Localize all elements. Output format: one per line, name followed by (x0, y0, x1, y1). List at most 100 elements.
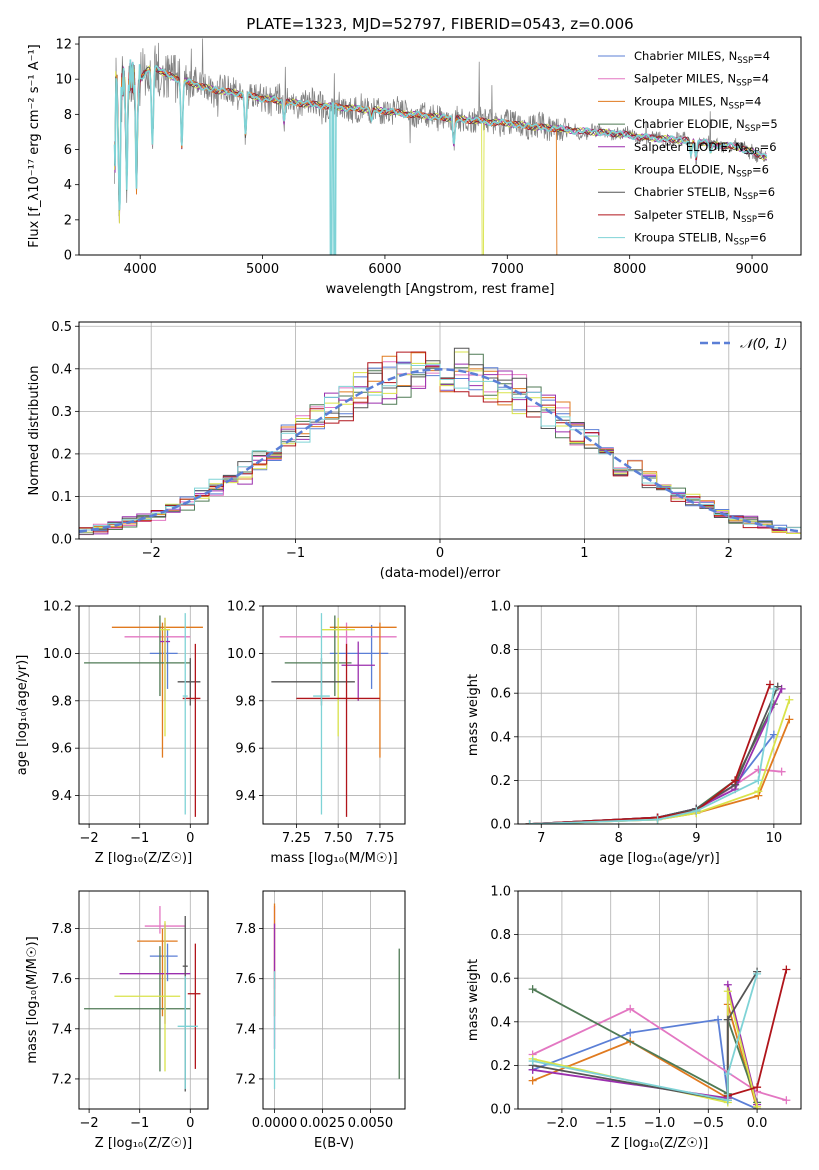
y-tick-label: 10.2 (43, 600, 72, 615)
y-tick-label: 8 (64, 108, 72, 123)
plot-area (525, 680, 794, 824)
y-tick-label: 12 (55, 38, 72, 53)
x-tick-label: 7 (537, 831, 545, 846)
legend-suffix: =6 (749, 231, 766, 245)
x-tick-label: 0.0050 (348, 1116, 394, 1131)
weight-marker (723, 1096, 732, 1105)
spectrum-panel: 4000 5000 6000 7000 8000 9000 0 2 4 6 8 10 12 wavelen… (27, 36, 802, 297)
weight-marker (785, 695, 794, 704)
x-tick-label: 9000 (736, 262, 769, 277)
weight-marker (692, 806, 701, 815)
x-tick-label: 7000 (491, 262, 524, 277)
y-tick-label: 7.8 (51, 922, 72, 937)
legend-subscript: SSP (736, 79, 752, 89)
y-tick-label: 10.0 (227, 647, 256, 662)
axes-frame (78, 605, 209, 825)
legend-suffix: =4 (752, 72, 769, 86)
age-vs-metallicity-panel: −2 −1 0 9.4 9.6 9.8 10.0 10.2 Z [log₁₀(Z/Z☉)] age… (15, 600, 209, 866)
x-tick-label: 10 (766, 831, 783, 846)
y-tick-label: 6 (64, 143, 72, 158)
x-tick-label: −1 (286, 546, 305, 561)
weight-marker (769, 684, 778, 693)
y-tick-label: 0.8 (490, 928, 511, 943)
x-tick-label: 0 (436, 546, 444, 561)
weight-marker (653, 815, 662, 824)
weight-marker (731, 776, 740, 785)
axes-frame (78, 36, 802, 256)
legend-text: Salpeter STELIB, N (634, 208, 741, 222)
plot-area (113, 38, 768, 255)
legend-subscript: SSP (736, 170, 752, 180)
x-tick-label: −2 (142, 546, 161, 561)
legend-subscript: SSP (742, 192, 758, 202)
legend-subscript: SSP (737, 56, 753, 66)
weight-marker (723, 987, 732, 996)
plot-area (84, 906, 201, 1092)
y-tick-label: 0.0 (51, 533, 72, 548)
x-tick-label: −2 (80, 831, 99, 846)
y-tick-label: 0.2 (490, 1059, 511, 1074)
weight-marker (753, 969, 762, 978)
legend-text: Kroupa MILES, N (634, 94, 729, 108)
legend-suffix: =6 (752, 163, 769, 177)
x-tick-label: 2 (725, 546, 733, 561)
x-tick-label: 9 (692, 831, 700, 846)
age-vs-mass-panel: 7.25 7.50 7.75 9.4 9.6 9.8 10.0 10.2 mass [log₁₀… (227, 600, 406, 866)
y-tick-label: 0.4 (490, 730, 511, 745)
y-tick-label: 0.1 (51, 490, 72, 505)
weight-marker (723, 1070, 732, 1079)
legend-entry: Salpeter ELODIE, NSSP=6 (634, 140, 777, 157)
y-tick-label: 0.3 (51, 405, 72, 420)
legend-suffix: =6 (760, 140, 777, 154)
axes-frame (78, 890, 209, 1110)
legend-text: Salpeter MILES, N (634, 72, 736, 86)
legend-entry: Salpeter STELIB, NSSP=6 (634, 208, 774, 225)
weight-line-salpeter-miles (532, 1007, 787, 1102)
weight-marker (714, 1015, 723, 1024)
weight-marker (626, 1004, 635, 1013)
y-tick-label: 0.5 (51, 320, 72, 335)
weight-marker (782, 965, 791, 974)
model-spectrum-line-kroupa-miles (114, 64, 558, 255)
legend-entry: Salpeter MILES, NSSP=4 (634, 72, 769, 89)
y-tick-label: 9.4 (235, 789, 256, 804)
weight-marker (753, 1083, 762, 1092)
x-tick-label: 6000 (368, 262, 401, 277)
weight-marker (723, 1015, 732, 1024)
legend-suffix: =4 (753, 49, 770, 63)
axes-frame (262, 890, 406, 1110)
y-tick-label: 7.6 (51, 972, 72, 987)
y-tick-label: 0 (64, 249, 72, 264)
y-tick-label: 9.8 (51, 694, 72, 709)
x-tick-label: 0.0025 (300, 1116, 346, 1131)
x-axis-label: mass [log₁₀(M/M☉)] (270, 851, 397, 866)
x-axis-label: Z [log₁₀(Z/Z☉)] (95, 851, 192, 866)
y-tick-label: 10 (55, 73, 72, 88)
weight-marker (769, 730, 778, 739)
legend-entry: 𝒩(0, 1) (740, 337, 787, 352)
legend-suffix: =4 (744, 94, 761, 108)
x-tick-label: −2 (80, 1116, 99, 1131)
legend-subscript: SSP (741, 215, 757, 225)
x-tick-label: −1 (130, 1116, 149, 1131)
weight-marker (785, 715, 794, 724)
y-tick-label: 7.8 (235, 922, 256, 937)
x-tick-label: −1.5 (595, 1116, 627, 1131)
y-tick-label: 7.2 (235, 1072, 256, 1087)
legend-text: Kroupa ELODIE, N (634, 163, 736, 177)
legend-entry: Chabrier MILES, NSSP=4 (634, 49, 770, 66)
legend-text: Chabrier ELODIE, N (634, 117, 745, 131)
figure-title: PLATE=1323, MJD=52797, FIBERID=0543, z=0… (246, 15, 633, 33)
axes-frame (517, 890, 802, 1110)
y-tick-label: 7.4 (51, 1022, 72, 1037)
legend-subscript: SSP (729, 101, 745, 111)
weight-vs-metallicity-panel: −2.0 −1.5 −1.0 −0.5 0.0 0.0 0.2 0.4 0.6 0.8 1.0 Z [… (466, 885, 802, 1151)
axes-frame (517, 605, 802, 825)
y-tick-label: 1.0 (490, 885, 511, 900)
legend-subscript: SSP (745, 124, 761, 134)
y-tick-label: 7.4 (235, 1022, 256, 1037)
weight-marker (528, 1057, 537, 1066)
weight-marker (626, 1028, 635, 1037)
x-axis-label: age [log₁₀(age/yr)] (599, 851, 720, 866)
